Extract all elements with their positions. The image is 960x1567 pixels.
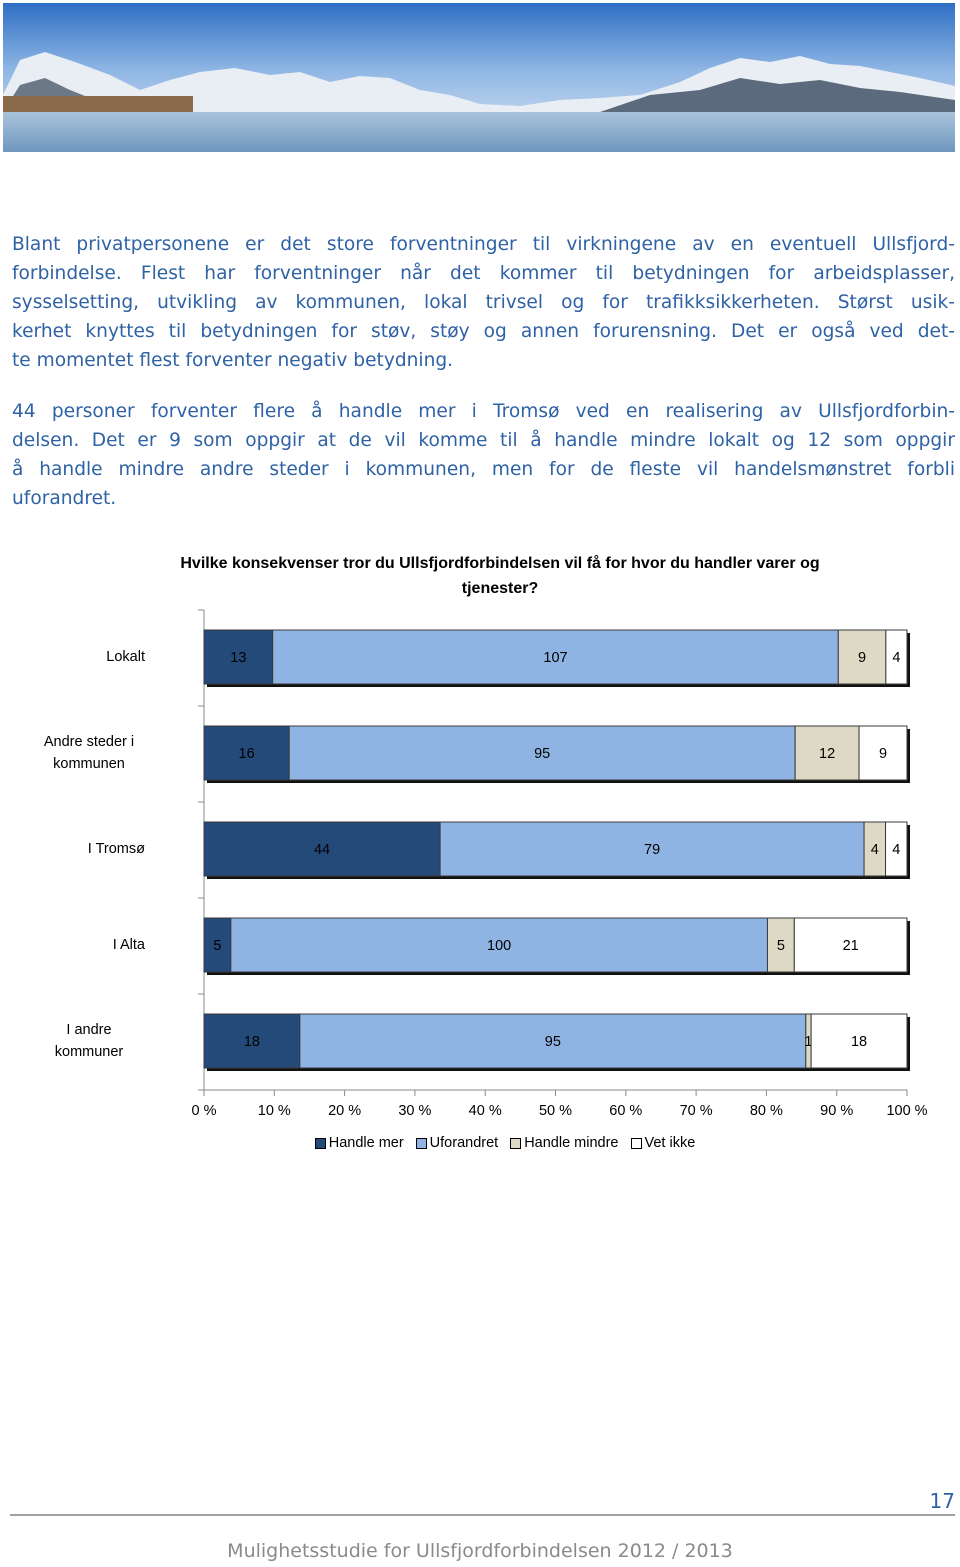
x-tick-label: 70 % [680, 1103, 713, 1119]
data-label: 95 [534, 746, 550, 762]
bar-segment [203, 725, 290, 781]
category-label: Lokalt [5, 627, 145, 687]
data-label: 18 [851, 1034, 867, 1050]
text-line: å handle mindre andre steder i kommunen,… [12, 459, 955, 480]
footer-text: Mulighetsstudie for Ullsfjordforbindelse… [227, 1540, 733, 1562]
header-photo [3, 3, 955, 152]
legend-swatch [415, 1137, 427, 1149]
data-label: 5 [777, 938, 785, 954]
x-tick-label: 20 % [328, 1103, 361, 1119]
legend-label: Handle mer [328, 1135, 404, 1151]
bar-segment [885, 629, 908, 685]
data-label: 4 [892, 842, 900, 858]
data-label: 1 [804, 1034, 812, 1050]
category-label-text: I Tromsø [87, 841, 145, 857]
data-label: 95 [545, 1034, 561, 1050]
data-label: 5 [213, 938, 221, 954]
legend-item: Handle mer [314, 1135, 404, 1151]
bar-segment [230, 917, 768, 973]
legend-swatch [630, 1137, 642, 1149]
paragraph: Blant privatpersonene er det store forve… [12, 230, 955, 375]
legend-swatch [510, 1137, 522, 1149]
text-line: kerhet knyttes til betydningen for støv,… [12, 321, 955, 342]
data-label: 79 [644, 842, 660, 858]
x-tick-label: 60 % [609, 1103, 642, 1119]
data-label: 13 [230, 650, 246, 666]
text-line: delsen. Det er 9 som oppgir at de vil ko… [12, 430, 955, 451]
category-label-text: I andre kommuner [54, 1022, 124, 1060]
legend-label: Uforandret [429, 1135, 499, 1151]
data-label: 9 [879, 746, 887, 762]
category-label-text: I Alta [112, 937, 145, 953]
bar-segment [885, 821, 908, 877]
x-tick-label: 40 % [469, 1103, 502, 1119]
bar-segment [203, 629, 274, 685]
bar-segment [203, 1013, 301, 1069]
paragraph: 44 personer forventer flere å handle mer… [12, 397, 955, 513]
x-tick-label: 100 % [886, 1103, 927, 1119]
bar-segment [766, 917, 795, 973]
bar-segment [203, 917, 232, 973]
x-tick-label: 80 % [750, 1103, 783, 1119]
text-line: te momentet flest forventer negativ bety… [12, 350, 454, 371]
x-tick-label: 50 % [539, 1103, 572, 1119]
legend-item: Uforandret [415, 1135, 499, 1151]
data-label: 44 [314, 842, 330, 858]
text-line: 44 personer forventer flere å handle mer… [12, 401, 955, 422]
bar-segment [810, 1013, 908, 1069]
chart-title: Hvilke konsekvenser tror du Ullsfjordfor… [180, 555, 820, 597]
x-tick-label: 30 % [398, 1103, 431, 1119]
category-label-text: Andre steder i kommunen [43, 734, 135, 772]
data-label: 107 [543, 650, 567, 666]
category-label: I Alta [5, 915, 145, 975]
text-line: sysselsetting, utvikling av kommunen, lo… [12, 292, 955, 313]
bar-segment [837, 629, 887, 685]
category-label: I andre kommuner [5, 1011, 145, 1071]
x-tick-label: 10 % [258, 1103, 291, 1119]
data-label: 100 [487, 938, 511, 954]
bar-segment [288, 725, 796, 781]
data-label: 21 [843, 938, 859, 954]
text-line: uforandret. [12, 488, 117, 509]
text-line: forbindelse. Flest har forventninger når… [12, 263, 955, 284]
bar-segment [858, 725, 908, 781]
data-label: 12 [819, 746, 835, 762]
legend-label: Vet ikke [644, 1135, 696, 1151]
bar-segment [794, 725, 860, 781]
data-label: 16 [239, 746, 255, 762]
bar-segment [439, 821, 865, 877]
data-label: 18 [244, 1034, 260, 1050]
legend-item: Vet ikke [630, 1135, 696, 1151]
x-tick-label: 0 % [192, 1103, 217, 1119]
data-label: 9 [858, 650, 866, 666]
data-label: 4 [871, 842, 879, 858]
chart: 0 % 10 % 20 % 30 % 40 % 50 % 60 % 70 % 80 % 90 % 1… [192, 609, 928, 1119]
text-line: Blant privatpersonene er det store forve… [12, 234, 955, 255]
legend-swatch [314, 1137, 326, 1149]
data-label: 4 [892, 650, 900, 666]
legend-item: Handle mindre [510, 1135, 619, 1151]
bar-segment [299, 1013, 807, 1069]
legend: Handle mer Uforandret Handle mindre Vet ikk… [0, 1135, 960, 1151]
legend-label: Handle mindre [524, 1135, 619, 1151]
x-tick-label: 90 % [820, 1103, 853, 1119]
page-number: 17 [929, 1489, 955, 1513]
category-label-text: Lokalt [106, 649, 145, 665]
bar-segment [793, 917, 908, 973]
bar-segment [272, 629, 839, 685]
category-label: Andre steder i kommunen [5, 723, 145, 783]
category-label: I Tromsø [5, 819, 145, 879]
